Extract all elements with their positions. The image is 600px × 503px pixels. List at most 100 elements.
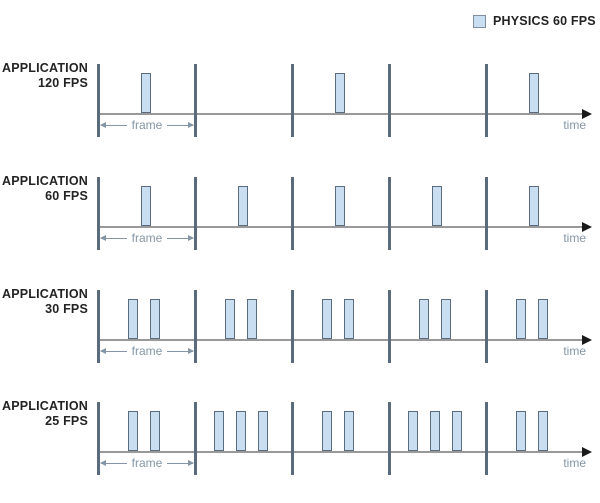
frame-divider (97, 402, 100, 475)
physics-step-pulse (150, 299, 160, 339)
physics-swatch-icon (473, 14, 486, 28)
timeline-row: APPLICATION 25 FPS frame time (0, 390, 600, 503)
row-label-line2: 25 FPS (45, 414, 88, 428)
physics-step-pulse (335, 73, 345, 113)
frame-divider (485, 177, 488, 250)
physics-step-pulse (529, 73, 539, 113)
physics-step-pulse (128, 299, 138, 339)
timeline: frame time (97, 52, 598, 165)
time-axis-arrowhead-icon (582, 447, 592, 457)
frame-divider (388, 402, 391, 475)
time-axis-arrowhead-icon (582, 109, 592, 119)
frame-divider (485, 402, 488, 475)
time-label: time (563, 231, 586, 245)
frame-divider (291, 402, 294, 475)
timeline-row: APPLICATION 120 FPS frame time (0, 52, 600, 165)
physics-step-pulse (238, 186, 248, 226)
physics-step-pulse (516, 411, 526, 451)
physics-step-pulse (214, 411, 224, 451)
timeline-row: APPLICATION 60 FPS frame time (0, 165, 600, 278)
physics-step-pulse (441, 299, 451, 339)
time-label: time (563, 118, 586, 132)
row-label-line2: 30 FPS (45, 302, 88, 316)
frame-divider (388, 177, 391, 250)
time-axis (98, 226, 584, 228)
row-label-line2: 120 FPS (37, 76, 88, 90)
frame-divider (97, 64, 100, 137)
arrow-right-icon (167, 235, 194, 241)
physics-step-pulse (419, 299, 429, 339)
physics-step-pulse (322, 299, 332, 339)
frame-divider (194, 64, 197, 137)
physics-step-pulse (516, 299, 526, 339)
time-axis-arrowhead-icon (582, 222, 592, 232)
arrow-right-icon (167, 122, 194, 128)
time-label: time (563, 344, 586, 358)
row-label: APPLICATION 120 FPS (0, 61, 88, 91)
frame-width-annotation: frame (100, 344, 194, 359)
frame-label: frame (131, 344, 163, 358)
time-axis (98, 113, 584, 115)
timeline: frame time (97, 390, 598, 503)
arrow-left-icon (100, 235, 127, 241)
time-axis (98, 451, 584, 453)
frame-label: frame (131, 231, 163, 245)
physics-step-pulse (247, 299, 257, 339)
physics-step-pulse (452, 411, 462, 451)
frame-divider (194, 402, 197, 475)
arrow-left-icon (100, 348, 127, 354)
row-label-line1: APPLICATION (2, 174, 88, 188)
physics-step-pulse (538, 299, 548, 339)
frame-width-annotation: frame (100, 118, 194, 133)
physics-step-pulse (344, 299, 354, 339)
frame-width-annotation: frame (100, 456, 194, 471)
frame-divider (194, 290, 197, 363)
frame-divider (97, 177, 100, 250)
physics-step-pulse (538, 411, 548, 451)
frame-divider (97, 290, 100, 363)
frame-label: frame (131, 456, 163, 470)
frame-width-annotation: frame (100, 231, 194, 246)
legend: PHYSICS 60 FPS (473, 14, 596, 28)
physics-step-pulse (529, 186, 539, 226)
physics-step-pulse (344, 411, 354, 451)
time-axis-arrowhead-icon (582, 335, 592, 345)
physics-step-pulse (430, 411, 440, 451)
physics-step-pulse (258, 411, 268, 451)
row-label-line1: APPLICATION (2, 287, 88, 301)
physics-step-pulse (432, 186, 442, 226)
frame-divider (291, 64, 294, 137)
time-label: time (563, 456, 586, 470)
arrow-left-icon (100, 122, 127, 128)
frame-label: frame (131, 118, 163, 132)
legend-label: PHYSICS 60 FPS (493, 14, 596, 28)
physics-step-pulse (408, 411, 418, 451)
timeline: frame time (97, 278, 598, 391)
arrow-right-icon (167, 348, 194, 354)
physics-step-pulse (150, 411, 160, 451)
physics-step-pulse (236, 411, 246, 451)
row-label-line2: 60 FPS (45, 189, 88, 203)
row-label: APPLICATION 30 FPS (0, 287, 88, 317)
time-axis (98, 339, 584, 341)
row-label: APPLICATION 25 FPS (0, 399, 88, 429)
frame-divider (194, 177, 197, 250)
row-label-line1: APPLICATION (2, 61, 88, 75)
frame-divider (388, 290, 391, 363)
arrow-left-icon (100, 460, 127, 466)
physics-step-pulse (141, 73, 151, 113)
frame-divider (388, 64, 391, 137)
frame-divider (485, 290, 488, 363)
timeline-row: APPLICATION 30 FPS frame time (0, 278, 600, 391)
timeline: frame time (97, 165, 598, 278)
frame-divider (485, 64, 488, 137)
physics-step-pulse (225, 299, 235, 339)
physics-step-pulse (322, 411, 332, 451)
row-label: APPLICATION 60 FPS (0, 174, 88, 204)
physics-step-pulse (141, 186, 151, 226)
arrow-right-icon (167, 460, 194, 466)
physics-step-pulse (128, 411, 138, 451)
physics-step-pulse (335, 186, 345, 226)
frame-divider (291, 290, 294, 363)
row-label-line1: APPLICATION (2, 399, 88, 413)
